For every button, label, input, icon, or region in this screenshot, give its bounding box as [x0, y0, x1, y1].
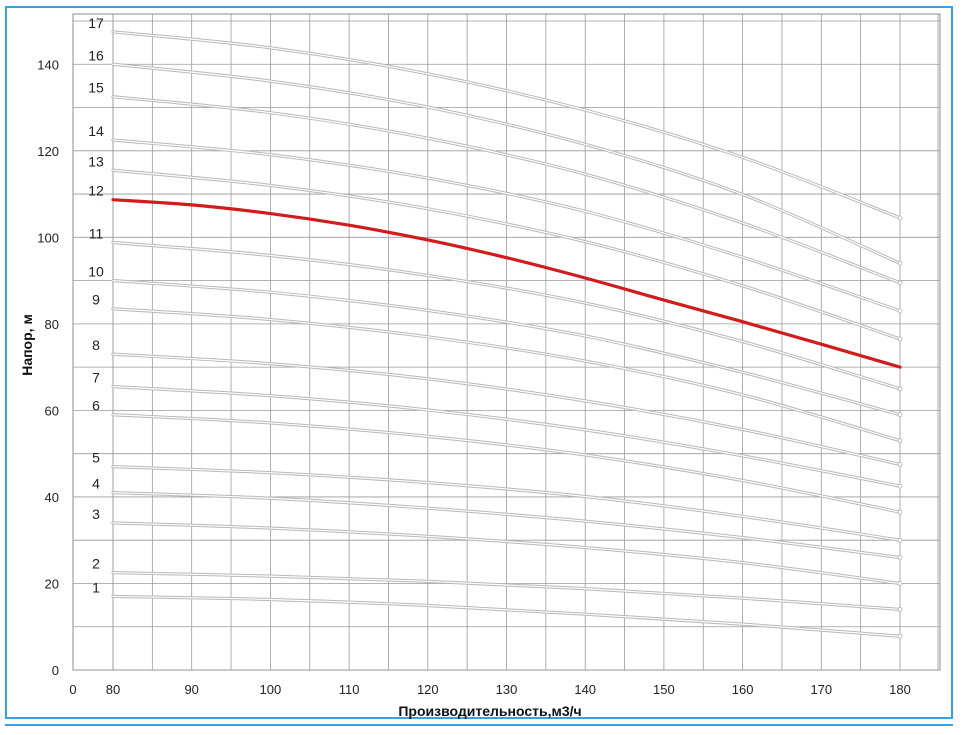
- curve-12-highlight: [111, 198, 902, 369]
- x-tick-label: 100: [260, 682, 282, 697]
- grid: [72, 13, 941, 671]
- y-tick-label: 0: [52, 663, 59, 678]
- curve-label-16: 16: [88, 47, 104, 63]
- curve-label-9: 9: [92, 292, 100, 308]
- curve-7-endpoint: [897, 483, 903, 489]
- curve-label-1: 1: [92, 579, 100, 595]
- x-tick-label: 160: [732, 682, 754, 697]
- curve-16-endpoint: [897, 260, 903, 266]
- curve-15-core: [112, 96, 901, 284]
- x-tick-label: 150: [653, 682, 675, 697]
- x-tick-label: 170: [810, 682, 832, 697]
- y-tick-label: 20: [45, 576, 59, 591]
- x-axis-title: Производительность,м3/ч: [398, 703, 581, 719]
- y-tick-label: 80: [45, 317, 59, 332]
- curve-3-core: [112, 522, 901, 585]
- y-tick-label: 60: [45, 403, 59, 418]
- chart-frame: [5, 6, 953, 719]
- x-tick-label: 130: [496, 682, 518, 697]
- curve-6-endpoint: [897, 509, 903, 515]
- x-tick-labels: 0 80 90 100 110 120 130 140 150 160 170 180: [69, 682, 910, 697]
- curve-label-7: 7: [92, 370, 100, 386]
- y-tick-labels: 0 20 40 60 80 100 120 140: [37, 57, 59, 678]
- y-axis-title: Напор, м: [19, 314, 35, 376]
- x-tick-label: 140: [574, 682, 596, 697]
- curve-7-core: [112, 386, 901, 487]
- curve-11-core: [112, 241, 901, 390]
- curve-4-core: [112, 492, 901, 559]
- y-tick-label: 40: [45, 490, 59, 505]
- curve-13-endpoint: [897, 336, 903, 342]
- curve-14-core: [112, 139, 901, 312]
- curve-9-endpoint: [897, 438, 903, 443]
- x-tick-label: 180: [889, 682, 911, 697]
- y-tick-label: 120: [37, 144, 59, 159]
- curve-14-endpoint: [897, 308, 903, 314]
- y-tick-label: 140: [37, 57, 59, 72]
- curves: [111, 30, 903, 639]
- x-tick-label: 110: [339, 682, 360, 697]
- curve-5-core: [112, 466, 901, 541]
- curve-1-endpoint: [897, 633, 903, 639]
- curve-label-14: 14: [88, 123, 104, 139]
- curve-label-5: 5: [92, 450, 100, 466]
- x-tick-label: 80: [106, 682, 120, 697]
- x-tick-label: 0: [69, 682, 76, 697]
- curve-label-2: 2: [92, 556, 100, 572]
- curve-8-endpoint: [897, 462, 903, 467]
- bottom-border: [5, 724, 953, 726]
- curve-11-endpoint: [897, 386, 903, 392]
- curve-13-core: [112, 169, 901, 340]
- x-tick-label: 120: [417, 682, 439, 697]
- curve-label-3: 3: [92, 506, 100, 522]
- curve-label-12: 12: [88, 183, 104, 199]
- curve-3-endpoint: [897, 581, 903, 586]
- curve-17-core: [112, 31, 901, 219]
- curve-label-11: 11: [89, 226, 104, 242]
- curve-label-4: 4: [92, 476, 100, 492]
- curve-4-endpoint: [897, 555, 903, 560]
- curve-label-8: 8: [92, 337, 100, 353]
- y-tick-label: 100: [37, 230, 59, 245]
- x-tick-label: 90: [184, 682, 198, 697]
- curve-6-core: [112, 414, 901, 513]
- curve-17-endpoint: [897, 215, 903, 221]
- curve-label-15: 15: [88, 80, 104, 96]
- curve-8-core: [112, 353, 901, 466]
- curve-9-core: [112, 308, 901, 442]
- curve-1-core: [112, 595, 901, 637]
- curve-15-endpoint: [897, 280, 903, 286]
- curve-label-6: 6: [92, 398, 100, 414]
- curve-16-core: [112, 63, 901, 264]
- curve-10-core: [112, 280, 901, 416]
- curve-5-endpoint: [897, 537, 903, 543]
- curve-label-17: 17: [88, 15, 104, 31]
- curve-10-endpoint: [897, 412, 903, 418]
- curve-label-13: 13: [88, 153, 104, 169]
- curve-label-10: 10: [88, 264, 104, 280]
- curve-2-endpoint: [897, 607, 903, 612]
- curve-2-core: [112, 572, 901, 611]
